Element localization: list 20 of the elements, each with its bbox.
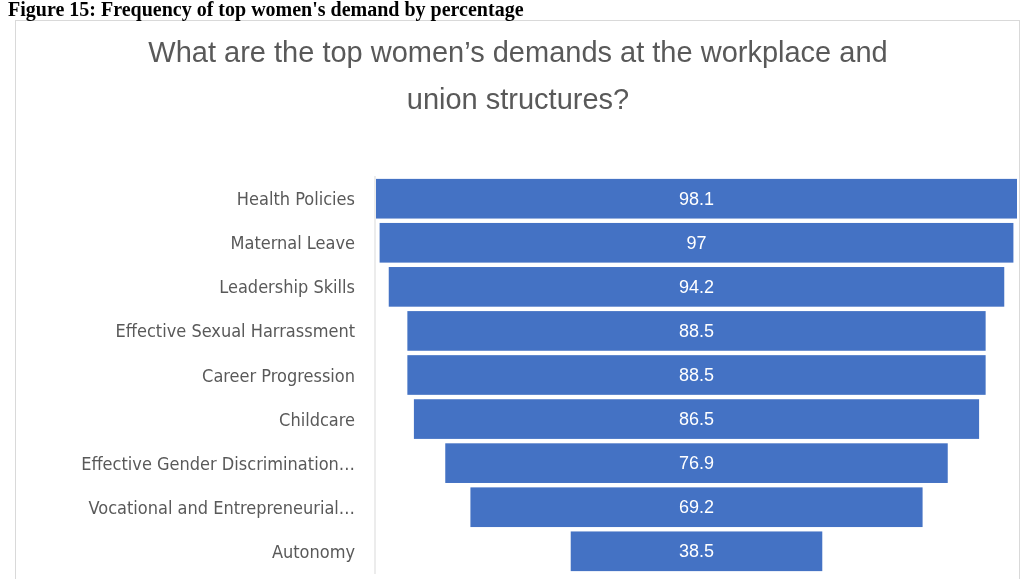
data-label: 86.5 xyxy=(678,409,715,430)
category-label: Career Progression xyxy=(202,364,355,386)
category-label: Effective Gender Discrimination… xyxy=(81,452,355,474)
category-label: Leadership Skills xyxy=(219,276,355,298)
category-label: Vocational and Entrepreneurial… xyxy=(88,496,355,518)
category-label: Autonomy xyxy=(271,540,356,562)
category-label: Maternal Leave xyxy=(230,232,356,254)
data-label: 97 xyxy=(686,232,707,253)
data-label: 88.5 xyxy=(678,320,715,341)
data-label: 98.1 xyxy=(678,188,715,209)
text: Figure 15: Frequency of top women's demand by percentage xyxy=(8,0,524,21)
category-label: Health Policies xyxy=(236,188,355,210)
data-label: 76.9 xyxy=(678,453,715,474)
data-label: 88.5 xyxy=(678,365,715,385)
text: What are the top women’s demands at the workplace and union structures? xyxy=(148,36,888,115)
data-label: 38.5 xyxy=(678,541,715,562)
category-label: Effective Sexual Harrassment xyxy=(115,320,355,342)
category-label: Childcare xyxy=(279,408,356,430)
data-label: 69.2 xyxy=(678,497,715,518)
data-label: 94.2 xyxy=(678,276,715,297)
